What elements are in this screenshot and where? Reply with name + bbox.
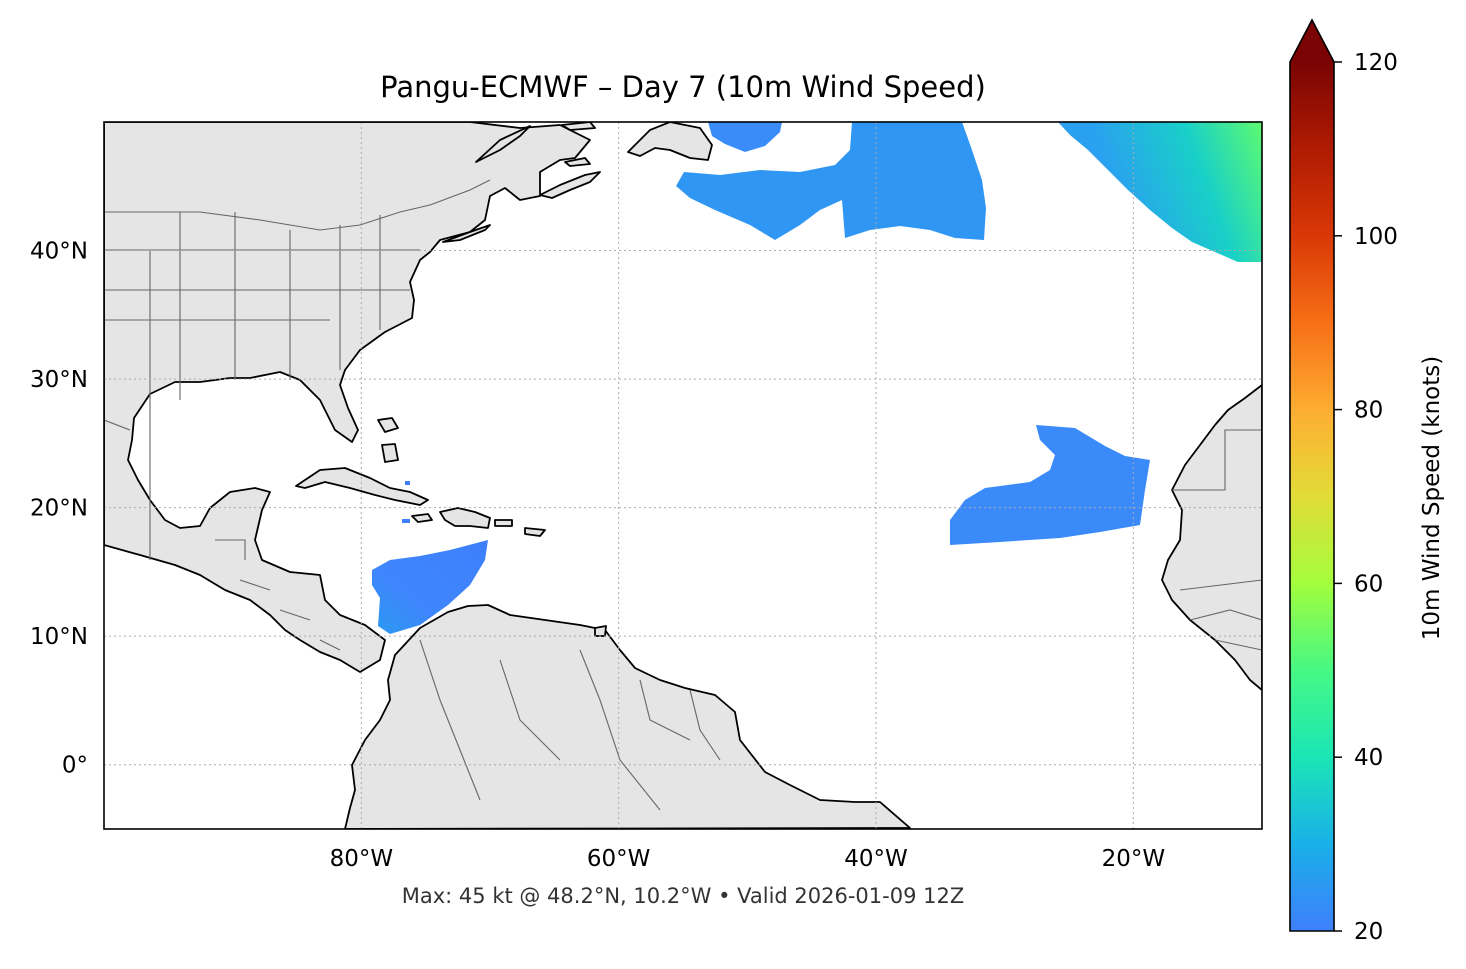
map-title: Pangu-ECMWF – Day 7 (10m Wind Speed) — [380, 70, 986, 104]
colorbar-tick-label: 120 — [1354, 50, 1398, 76]
land — [104, 122, 1262, 829]
wind-region-caribbean-sea — [372, 540, 488, 634]
border-us-canada — [104, 179, 491, 231]
wind-region-central-atlantic — [950, 425, 1150, 545]
land-long-island — [442, 224, 491, 243]
lon-tick-label: 20°W — [1102, 846, 1166, 872]
border-central-america — [215, 539, 341, 651]
colorbar-gradient — [1290, 62, 1334, 931]
wind-shading — [372, 122, 1262, 634]
longitude-ticks: 80°W 60°W 40°W 20°W — [330, 846, 1166, 872]
colorbar: 20 40 60 80 100 120 — [1289, 18, 1398, 945]
land-puerto-rico — [494, 519, 513, 527]
map-frame — [103, 121, 1263, 830]
lat-tick-label: 0° — [62, 753, 88, 779]
land-bahamas — [377, 417, 399, 463]
lon-tick-label: 60°W — [587, 846, 651, 872]
state-country-borders — [104, 179, 1262, 811]
land-jamaica — [411, 513, 433, 523]
colorbar-outline — [1289, 18, 1335, 932]
land-newfoundland — [627, 122, 713, 161]
land-gulf-island — [475, 125, 531, 163]
gridlines — [104, 122, 1262, 829]
land-africa — [1161, 384, 1262, 691]
border-us-states — [104, 212, 420, 560]
land-cuba — [295, 467, 429, 506]
lon-tick-label: 80°W — [330, 846, 394, 872]
land-hispaniola — [439, 507, 491, 529]
land-south-america — [344, 604, 911, 829]
border-south-america — [419, 639, 721, 811]
colorbar-ticks: 20 40 60 80 100 120 — [1334, 50, 1398, 945]
colorbar-tick-label: 40 — [1354, 745, 1383, 771]
wind-speck — [405, 481, 410, 485]
colorbar-tick-label: 100 — [1354, 224, 1398, 250]
land-nova-scotia — [539, 171, 601, 199]
border-africa — [1172, 429, 1262, 651]
map-footer: Max: 45 kt @ 48.2°N, 10.2°W • Valid 2026… — [401, 884, 965, 908]
wind-region-northeast-atlantic — [1058, 122, 1262, 262]
wind-region-north-atlantic — [708, 122, 782, 152]
colorbar-extend-arrow — [1290, 20, 1334, 62]
land-anticosti — [561, 122, 596, 131]
border-us-mexico — [104, 419, 131, 431]
wind-region-north-atlantic-40w — [676, 122, 986, 240]
land-pei — [564, 157, 591, 167]
colorbar-tick-label: 80 — [1354, 398, 1383, 424]
lat-tick-label: 20°N — [30, 496, 88, 522]
latitude-ticks: 40°N 30°N 20°N 10°N 0° — [30, 239, 88, 779]
lat-tick-label: 10°N — [30, 624, 88, 650]
lat-tick-label: 40°N — [30, 239, 88, 265]
colorbar-tick-label: 20 — [1354, 919, 1383, 945]
colorbar-tick-label: 60 — [1354, 571, 1383, 597]
wind-speck — [402, 519, 410, 523]
lat-tick-label: 30°N — [30, 367, 88, 393]
lon-tick-label: 40°W — [844, 846, 908, 872]
colorbar-label: 10m Wind Speed (knots) — [1419, 355, 1445, 641]
